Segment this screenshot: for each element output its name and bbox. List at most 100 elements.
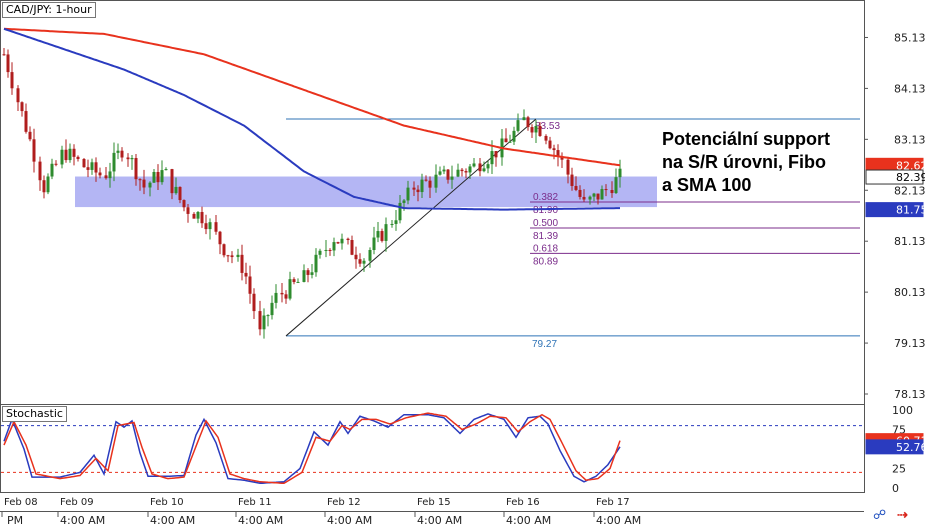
candle-body [420, 179, 424, 193]
candle-body [142, 179, 146, 188]
candle-body [152, 171, 156, 183]
date-label: Feb 08 [4, 497, 38, 508]
candle-body [376, 231, 380, 238]
candle-body [362, 260, 366, 264]
candle-body [390, 223, 394, 225]
candle-body [280, 292, 284, 295]
candle-body [90, 162, 94, 170]
candle-body [570, 174, 574, 186]
candle-body [46, 176, 50, 193]
candle-body [86, 167, 90, 170]
stoch-tag-blue: 52.76 [896, 441, 925, 454]
candle-body [556, 150, 560, 157]
time-label: 4:00 AM [596, 514, 641, 525]
candle-body [196, 211, 200, 219]
candle-body [236, 254, 240, 258]
candle-body [252, 293, 256, 312]
candle-body [126, 157, 130, 160]
candle-body [324, 249, 328, 251]
candle-body [38, 161, 42, 181]
candle-body [428, 180, 432, 188]
candle-body [160, 170, 164, 183]
candle-body [222, 244, 226, 256]
date-label: Feb 10 [150, 497, 184, 508]
candle-body [76, 156, 80, 160]
candle-body [156, 171, 160, 183]
candle-body [6, 54, 10, 73]
fib-ratio-label: 0.500 [533, 218, 558, 229]
candle-body [182, 200, 186, 208]
candle-body [112, 152, 116, 172]
candle-body [460, 169, 464, 172]
candle-body [380, 231, 384, 241]
candle-body [548, 140, 552, 149]
candle-body [482, 168, 486, 172]
candle-body [174, 186, 178, 194]
fib-low-label: 79.27 [532, 339, 557, 350]
candle-body [64, 149, 68, 161]
candle-body [468, 166, 472, 173]
date-label: Feb 16 [506, 497, 540, 508]
candle-body [384, 224, 388, 241]
candle-body [42, 180, 46, 193]
time-label: PM [7, 514, 23, 525]
candle-body [346, 238, 350, 241]
date-label: Feb 15 [417, 497, 451, 508]
candle-body [284, 294, 288, 299]
candle-body [596, 193, 600, 200]
fib-price-label: 81.90 [533, 205, 558, 216]
candle-body [218, 231, 222, 245]
candle-body [368, 249, 372, 261]
date-label: Feb 11 [238, 497, 272, 508]
candles [2, 47, 622, 339]
date-label: Feb 09 [60, 497, 94, 508]
candle-body [296, 281, 300, 283]
candle-body [538, 126, 542, 136]
candle-body [120, 150, 124, 158]
price-tag-sma-blue-bg [865, 202, 924, 218]
candle-body [464, 171, 468, 173]
candle-body [20, 102, 24, 112]
stochastic-panel-frame [0, 404, 865, 493]
candle-body [544, 135, 548, 141]
candle-body [472, 163, 476, 167]
candle-body [130, 158, 134, 160]
annotation-line-3: a SMA 100 [662, 175, 752, 195]
candle-body [16, 88, 20, 103]
sma-blue-line [3, 27, 620, 211]
candle-body [318, 250, 322, 255]
annotation-line-1: Potenciální support [662, 129, 831, 149]
candle-body [108, 171, 112, 179]
price-tag-current: 82.39 [896, 171, 925, 184]
stoch-tag-blue-bg [865, 439, 924, 455]
candle-body [98, 172, 102, 176]
arrow-right-icon[interactable]: ⇢ [897, 507, 908, 522]
candle-body [32, 139, 36, 162]
price-tick-label: 84.13 [894, 82, 925, 95]
candle-body [534, 126, 538, 133]
candle-body [50, 163, 54, 177]
candle-body [244, 272, 248, 277]
candle-body [240, 254, 244, 273]
fib-price-label: 80.89 [533, 256, 558, 267]
candle-body [310, 272, 314, 275]
candle-body [490, 151, 494, 165]
price-chart-title: CAD/JPY: 1-hour [2, 2, 96, 18]
candle-body [302, 270, 306, 282]
link-icon[interactable]: ☍ [873, 507, 887, 522]
candle-body [406, 187, 410, 201]
price-tick-label: 83.13 [894, 133, 925, 146]
candle-body [504, 138, 508, 143]
candle-body [434, 174, 438, 188]
date-label: Feb 17 [596, 497, 630, 508]
candle-body [604, 189, 608, 191]
candle-body [614, 177, 618, 194]
candle-body [230, 255, 234, 258]
candle-body [2, 54, 6, 56]
candle-body [478, 163, 482, 172]
date-label: Feb 12 [327, 497, 361, 508]
candle-body [68, 148, 72, 161]
candle-body [592, 193, 596, 197]
candle-body [486, 164, 490, 169]
